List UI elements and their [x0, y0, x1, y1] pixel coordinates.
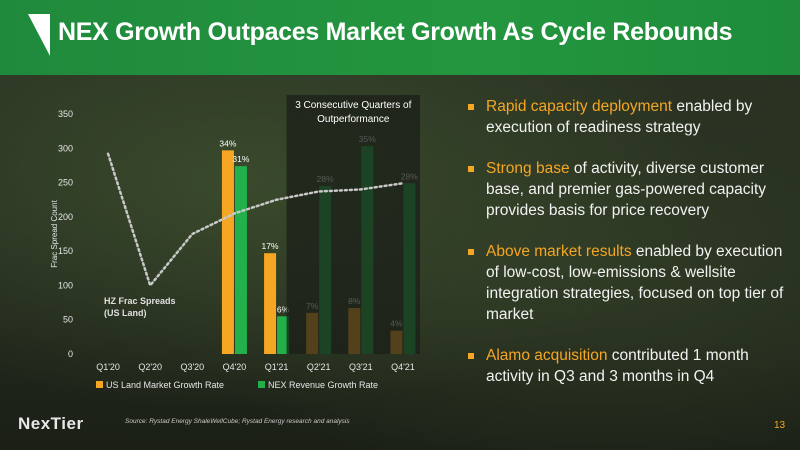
- bar: [277, 316, 290, 354]
- y-axis: 0 50 100 150 200 250 300 350 Frac Spread Count: [50, 109, 73, 359]
- y-tick-label: 100: [58, 280, 73, 290]
- bar: [221, 150, 234, 354]
- header-chevron-icon: [28, 14, 50, 56]
- y-tick-label: 250: [58, 178, 73, 188]
- y-tick-label: 0: [68, 349, 73, 359]
- y-tick-label: 300: [58, 143, 73, 153]
- x-tick-label: Q3'21: [349, 362, 373, 372]
- line-series-label: (US Land): [104, 308, 147, 318]
- x-axis: Q1'20 Q2'20 Q3'20 Q4'20 Q1'21 Q2'21 Q3'21 Q4'21: [96, 362, 415, 372]
- nextier-logo: NexTier: [18, 414, 84, 433]
- y-tick-label: 350: [58, 109, 73, 119]
- bullet-square-icon: [468, 353, 474, 359]
- annotation-text: Outperformance: [317, 114, 390, 125]
- bullet-list: Rapid capacity deployment enabled by exe…: [468, 96, 788, 407]
- bullet-square-icon: [468, 166, 474, 172]
- chart-legend: US Land Market Growth Rate NEX Revenue Gr…: [96, 380, 378, 390]
- y-tick-label: 200: [58, 212, 73, 222]
- legend-swatch: [96, 381, 103, 388]
- bullet-highlight: Rapid capacity deployment: [486, 98, 673, 115]
- bullet-highlight: Alamo acquisition: [486, 347, 608, 364]
- bar-data-label: 31%: [232, 154, 249, 164]
- bullet-square-icon: [468, 104, 474, 110]
- x-tick-label: Q2'21: [307, 362, 331, 372]
- bullet-text: of activity, diverse customer base, and …: [486, 160, 767, 219]
- bar-data-label: 6%: [277, 304, 290, 314]
- bar-data-label: 34%: [219, 138, 236, 148]
- y-tick-label: 150: [58, 246, 73, 256]
- y-axis-label: Frac Spread Count: [50, 199, 59, 267]
- bullet-item: Strong base of activity, diverse custome…: [468, 158, 788, 221]
- growth-chart: 0 50 100 150 200 250 300 350 Frac Spread Count 3…: [50, 95, 420, 390]
- header-bar: NEX Growth Outpaces Market Growth As Cyc…: [0, 0, 800, 75]
- bullet-text: enabled by execution of readiness strate…: [486, 98, 753, 136]
- bullet-text: enabled by execution of low-cost, low-em…: [486, 243, 784, 323]
- outperformance-annotation: 3 Consecutive Quarters of Outperformance: [286, 95, 420, 354]
- bullet-highlight: Strong base: [486, 160, 570, 177]
- source-note: Source: Rystad Energy ShaleWellCube; Rys…: [125, 418, 350, 425]
- x-tick-label: Q4'21: [391, 362, 415, 372]
- bullet-square-icon: [468, 249, 474, 255]
- bar: [234, 166, 247, 354]
- x-tick-label: Q1'20: [96, 362, 120, 372]
- x-tick-label: Q4'20: [223, 362, 247, 372]
- legend-label: NEX Revenue Growth Rate: [268, 380, 378, 390]
- page-title: NEX Growth Outpaces Market Growth As Cyc…: [58, 18, 733, 46]
- y-tick-label: 50: [63, 315, 73, 325]
- page-number: 13: [774, 420, 786, 431]
- x-tick-label: Q1'21: [265, 362, 289, 372]
- line-series-label: HZ Frac Spreads: [104, 296, 176, 306]
- bullet-item: Alamo acquisition contributed 1 month ac…: [468, 345, 788, 387]
- bullet-item: Above market results enabled by executio…: [468, 241, 788, 325]
- hz-frac-line: HZ Frac Spreads (US Land): [104, 152, 405, 318]
- bar: [264, 253, 277, 354]
- bullet-highlight: Above market results: [486, 243, 632, 260]
- hz-frac-series-line: [106, 152, 405, 288]
- x-tick-label: Q2'20: [138, 362, 162, 372]
- annotation-box: [286, 95, 420, 354]
- legend-swatch: [258, 381, 265, 388]
- bar-data-label: 17%: [262, 241, 279, 251]
- bullet-text: contributed 1 month activity in Q3 and 3…: [486, 347, 749, 385]
- annotation-text: 3 Consecutive Quarters of: [295, 100, 411, 111]
- legend-label: US Land Market Growth Rate: [106, 380, 224, 390]
- x-tick-label: Q3'20: [180, 362, 204, 372]
- bullet-item: Rapid capacity deployment enabled by exe…: [468, 96, 788, 138]
